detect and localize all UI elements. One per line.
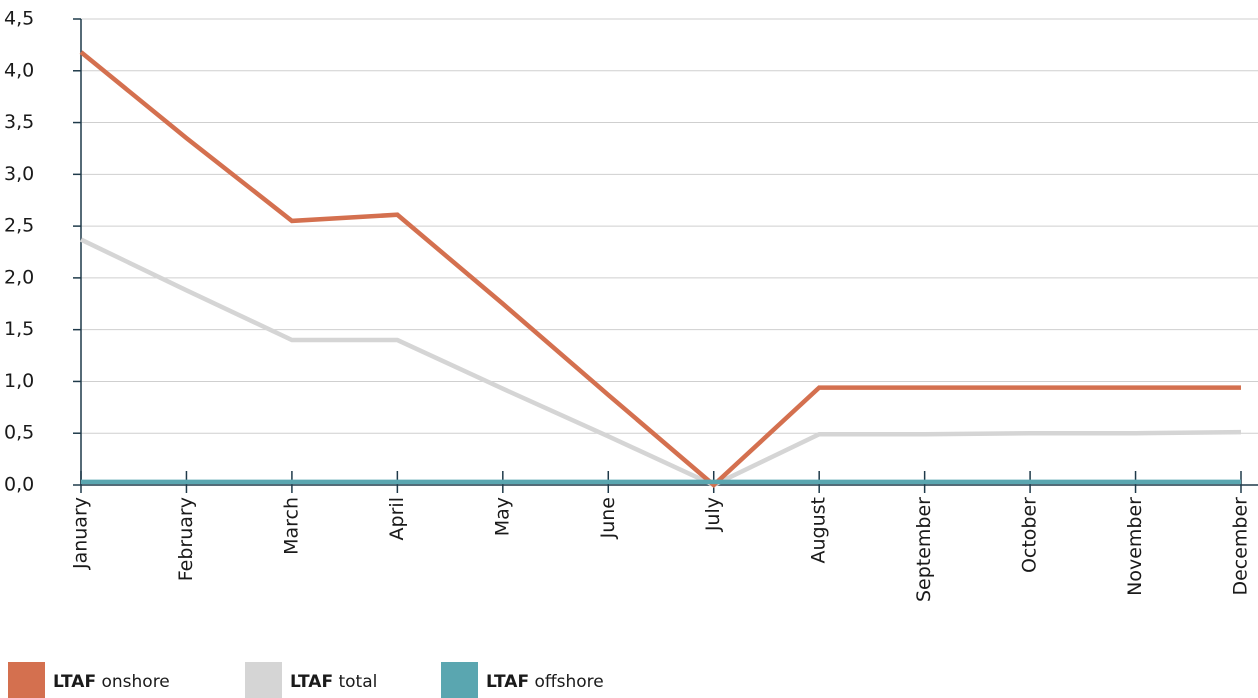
series-line — [80, 237, 1242, 488]
x-tick-label: July — [702, 497, 724, 532]
x-tick-label: August — [808, 497, 830, 564]
legend-label: LTAF offshore — [486, 672, 604, 692]
x-tick-label: January — [70, 497, 92, 570]
y-tick-label: 0,5 — [4, 422, 34, 444]
legend-swatch — [245, 662, 282, 698]
y-tick-label: 3,0 — [4, 163, 34, 185]
y-tick-label: 1,0 — [4, 370, 34, 392]
legend-label-rest: onshore — [96, 672, 170, 692]
x-tick-label: March — [280, 497, 302, 555]
y-tick-label: 4,0 — [4, 59, 34, 81]
x-tick-label: December — [1230, 497, 1252, 596]
legend-label-bold: LTAF — [53, 672, 96, 692]
legend-label-bold: LTAF — [486, 672, 529, 692]
x-tick-label: October — [1019, 497, 1041, 573]
y-tick-label: 0,0 — [4, 474, 34, 496]
series-line — [79, 50, 1241, 489]
legend-label-rest: total — [333, 672, 377, 692]
x-tick-label: February — [175, 497, 197, 581]
x-tick-label: April — [386, 497, 408, 540]
legend-label: LTAF total — [290, 672, 377, 692]
x-tick-label: June — [597, 497, 619, 539]
y-tick-label: 3,5 — [4, 111, 34, 133]
y-tick-label: 2,0 — [4, 266, 34, 288]
y-tick-label: 1,5 — [4, 318, 34, 340]
x-tick-label: November — [1124, 497, 1146, 596]
legend-label-rest: offshore — [529, 672, 604, 692]
y-tick-label: 2,5 — [4, 215, 34, 237]
x-tick-label: May — [491, 497, 513, 536]
legend-swatch — [8, 662, 45, 698]
legend-label: LTAF onshore — [53, 672, 170, 692]
legend-label-bold: LTAF — [290, 672, 333, 692]
legend-swatch — [441, 662, 478, 698]
x-tick-label: September — [913, 497, 935, 602]
y-tick-label: 4,5 — [4, 8, 34, 30]
